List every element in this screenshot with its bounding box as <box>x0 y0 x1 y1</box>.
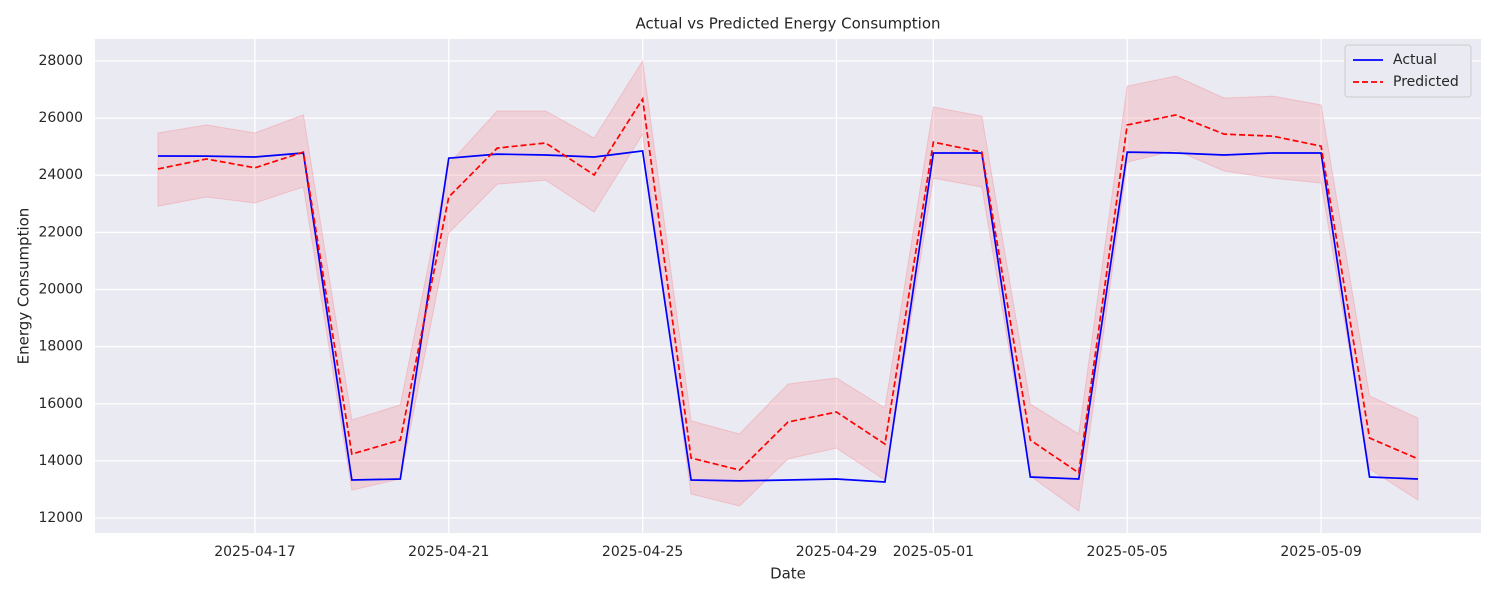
x-tick-label: 2025-05-05 <box>1087 544 1168 560</box>
y-tick-label: 26000 <box>38 110 83 126</box>
y-tick-label: 16000 <box>38 396 83 412</box>
grid <box>95 39 1481 533</box>
legend-label: Predicted <box>1393 74 1459 90</box>
line <box>157 150 1419 483</box>
x-tick-label: 2025-04-29 <box>796 544 877 560</box>
y-tick-label: 18000 <box>38 339 83 355</box>
y-tick-label: 24000 <box>38 167 83 183</box>
y-tick-label: 28000 <box>38 53 83 69</box>
y-tick-label: 14000 <box>38 453 83 469</box>
y-tick-label: 20000 <box>38 281 83 297</box>
chart-title: Actual vs Predicted Energy Consumption <box>635 15 940 33</box>
x-tick-label: 2025-05-01 <box>893 544 974 560</box>
x-tick-label: 2025-04-17 <box>214 544 295 560</box>
line <box>157 96 1419 475</box>
x-axis-label: Date <box>770 565 806 583</box>
legend-label: Actual <box>1393 52 1437 68</box>
y-tick-label: 22000 <box>38 224 83 240</box>
legend: Actual Predicted <box>1344 44 1472 98</box>
plot-area <box>95 39 1481 533</box>
x-tick-label: 2025-04-21 <box>408 544 489 560</box>
x-tick-label: 2025-05-09 <box>1280 544 1361 560</box>
legend-box <box>1344 44 1472 98</box>
marks <box>157 59 1419 512</box>
y-tick-label: 12000 <box>38 510 83 526</box>
y-axis-label: Energy Consumption <box>15 208 33 365</box>
x-tick-label: 2025-04-25 <box>602 544 683 560</box>
